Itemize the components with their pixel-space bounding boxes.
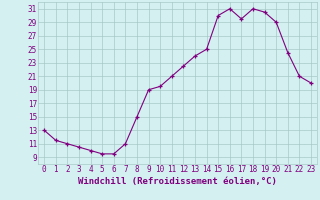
X-axis label: Windchill (Refroidissement éolien,°C): Windchill (Refroidissement éolien,°C) bbox=[78, 177, 277, 186]
